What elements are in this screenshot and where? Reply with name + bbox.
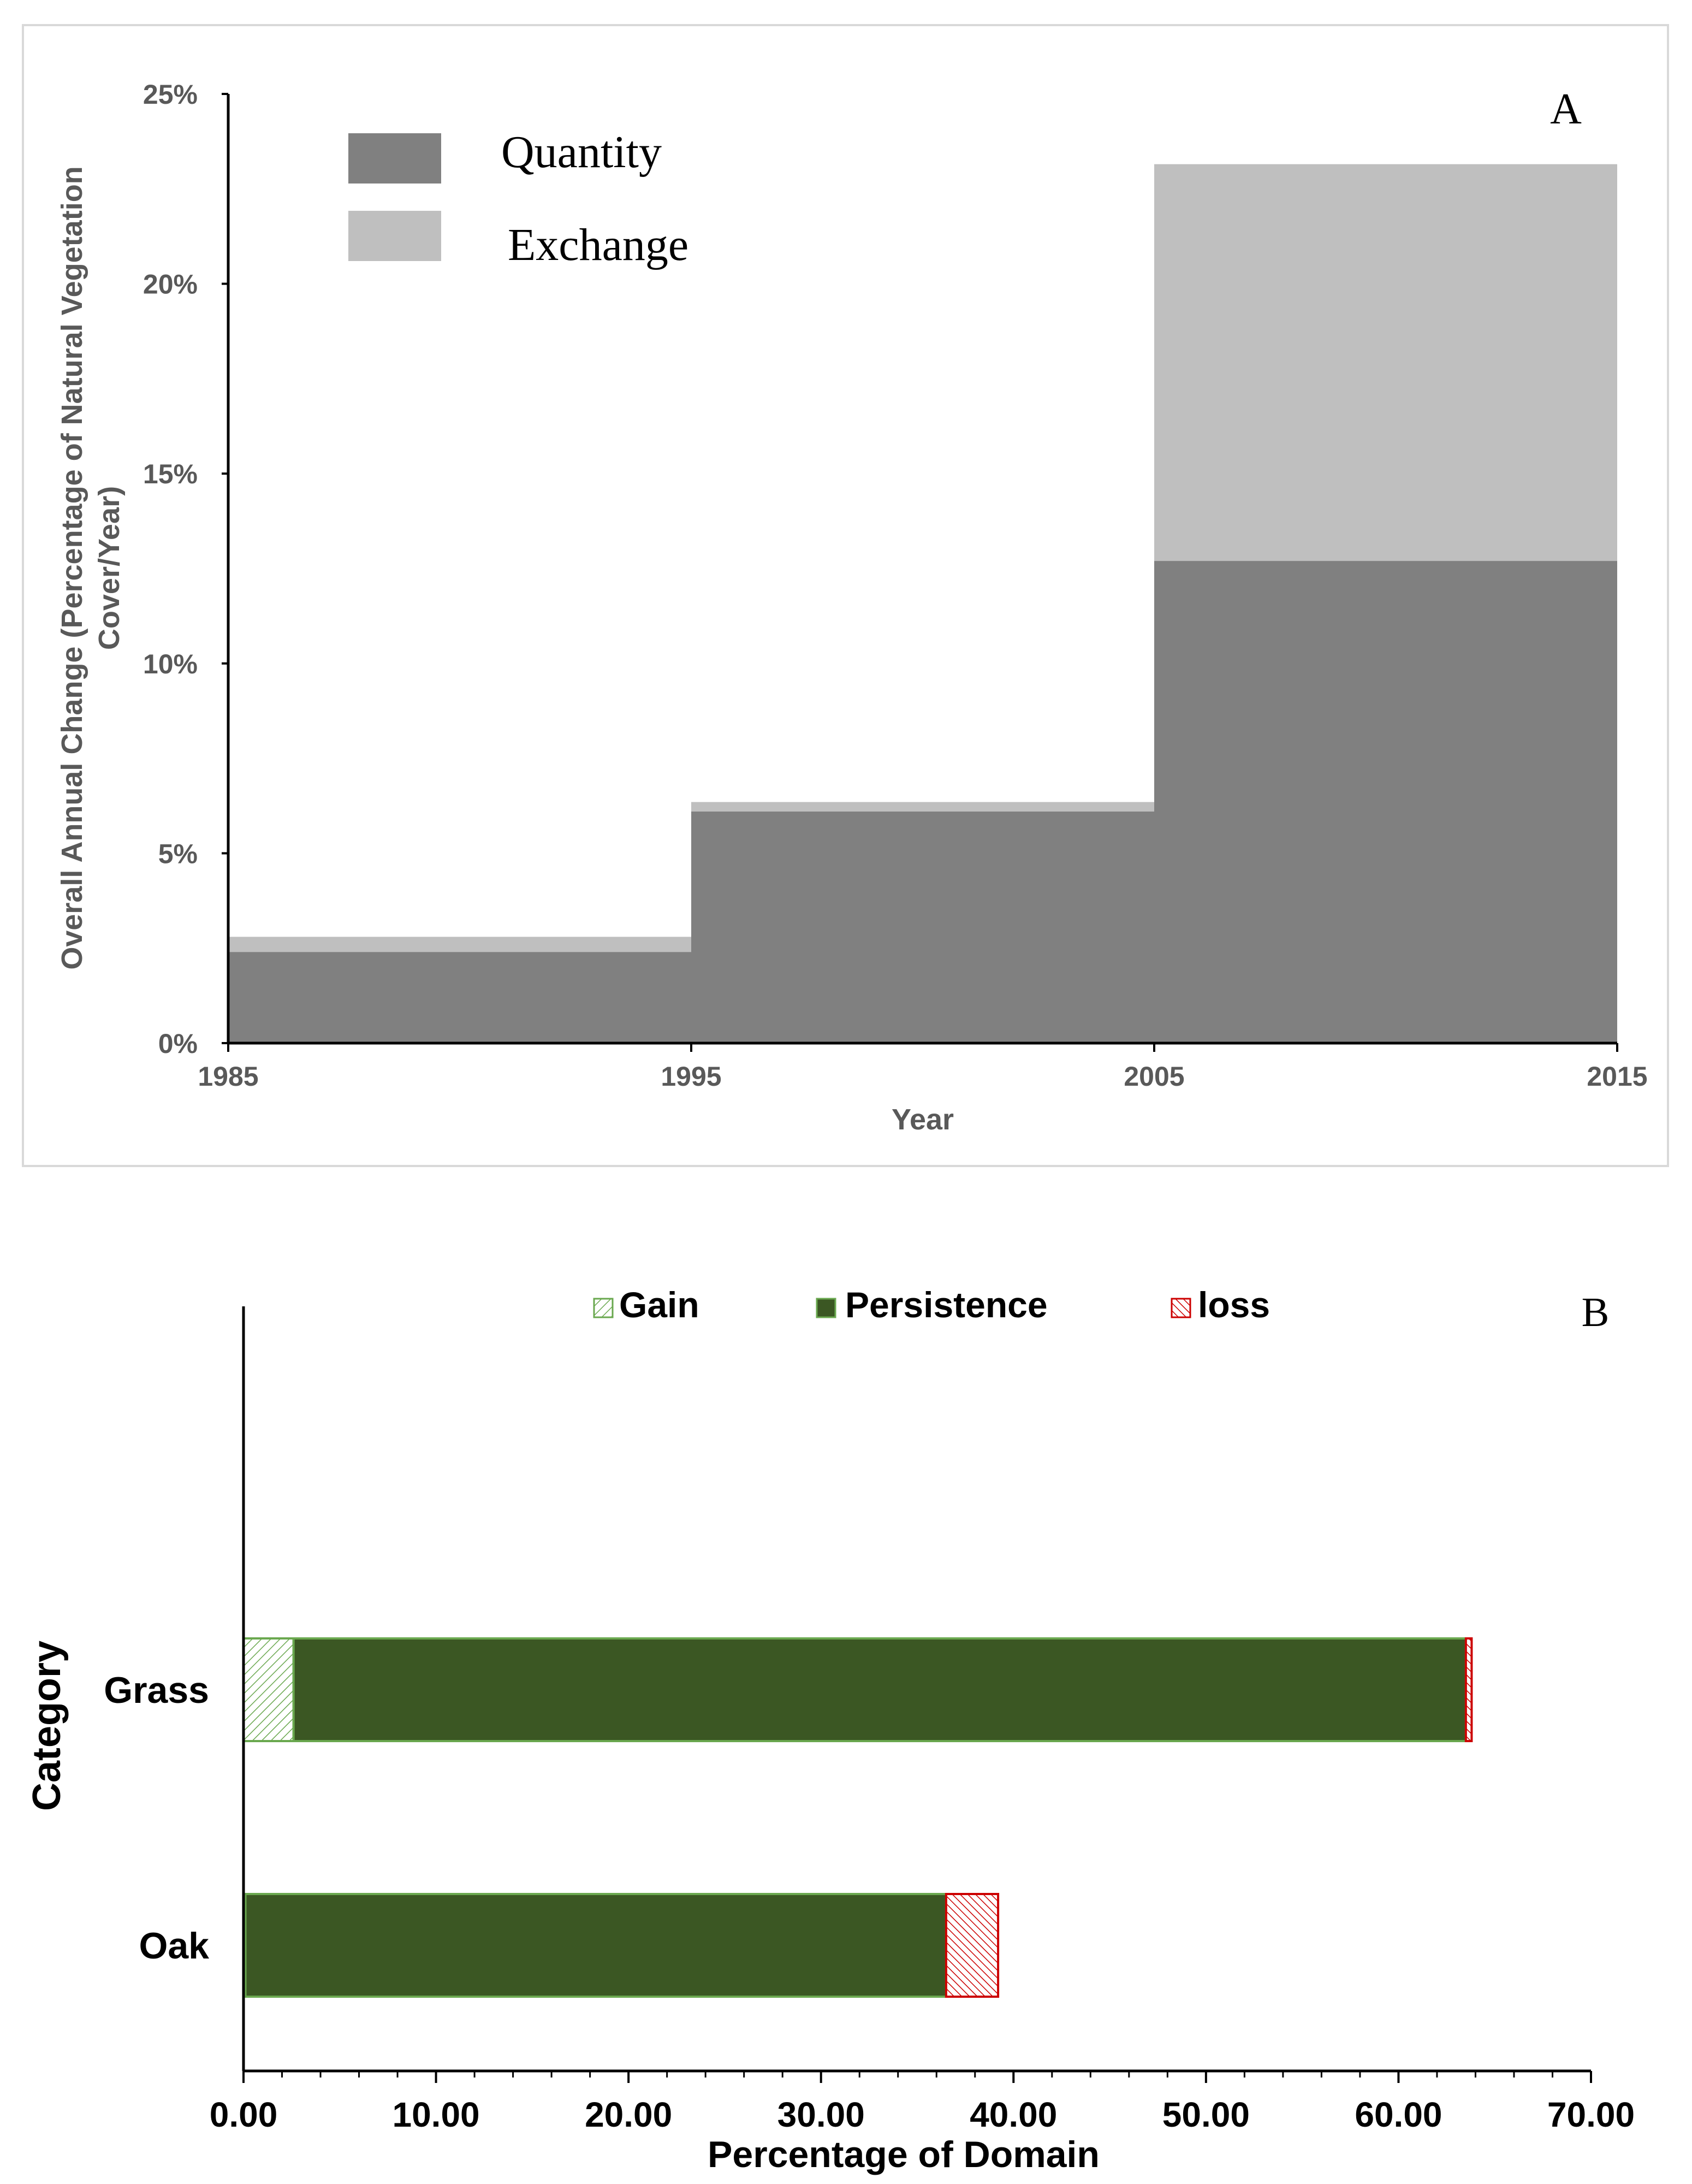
x-tick-label-b: 40.00 xyxy=(970,2095,1057,2134)
legend-swatch-quantity xyxy=(348,133,441,184)
panel-b-series xyxy=(242,1637,1473,1998)
legend-label-persistence: Persistence xyxy=(845,1285,1048,1325)
quantity-block-1985 xyxy=(228,952,691,1043)
y-tick-label: 20% xyxy=(143,269,198,300)
x-axis-title-b: Percentage of Domain xyxy=(708,2134,1100,2175)
legend-swatch-gain xyxy=(593,1298,614,1318)
y-axis-title-line-2: Cover/Year) xyxy=(93,486,126,650)
x-tick-label-b: 30.00 xyxy=(777,2095,865,2134)
legend-label-loss: loss xyxy=(1198,1285,1270,1325)
y-tick-label: 25% xyxy=(143,79,198,110)
y-axis-title-line-1: Overall Annual Change (Percentage of Nat… xyxy=(56,166,88,969)
bar-loss-oak xyxy=(945,1893,1000,1998)
y-tick-label: 0% xyxy=(158,1028,198,1059)
bar-gain-grass xyxy=(242,1637,295,1742)
exchange-block-1995 xyxy=(691,802,1154,812)
bar-persistence-oak xyxy=(244,1893,947,1998)
y-tick-label: 15% xyxy=(143,459,198,489)
exchange-block-2005 xyxy=(1154,164,1617,561)
x-tick-label-b: 50.00 xyxy=(1162,2095,1250,2134)
panel-b-category-labels: Grass Oak xyxy=(104,1670,209,1967)
x-tick-label-b: 0.00 xyxy=(210,2095,278,2134)
legend-label-gain: Gain xyxy=(619,1285,699,1325)
x-tick-label: 2015 xyxy=(1587,1061,1647,1092)
x-tick-label-b: 10.00 xyxy=(392,2095,479,2134)
exchange-block-1985 xyxy=(228,937,691,952)
x-tick-label-b: 20.00 xyxy=(585,2095,672,2134)
panel-a-series xyxy=(228,164,1617,1043)
legend-a: Quantity Exchange xyxy=(348,127,688,270)
bar-loss-grass xyxy=(1464,1637,1473,1742)
panel-a-y-ticks: 0% 5% 10% 15% 20% 25% xyxy=(143,79,228,1059)
quantity-block-2005 xyxy=(1154,561,1617,1043)
category-label-oak: Oak xyxy=(139,1925,209,1967)
panel-b-x-ticks: 0.00 10.00 20.00 30.00 40.00 50.00 60.00 70.00 xyxy=(210,2071,1635,2134)
x-axis-title: Year xyxy=(892,1103,954,1136)
panel-b-label: B xyxy=(1582,1289,1610,1335)
panel-a: 0% 5% 10% 15% 20% 25% 1985 1995 2005 2015 Year O… xyxy=(22,24,1669,1167)
x-tick-label-b: 60.00 xyxy=(1355,2095,1442,2134)
category-label-grass: Grass xyxy=(104,1670,209,1711)
legend-swatch-persistence xyxy=(816,1298,836,1318)
legend-label-quantity: Quantity xyxy=(501,127,662,177)
y-axis-title-b: Category xyxy=(25,1641,69,1811)
quantity-block-1995 xyxy=(691,811,1154,1043)
x-tick-label: 2005 xyxy=(1124,1061,1184,1092)
panel-a-axes xyxy=(227,94,1617,1045)
y-tick-label: 10% xyxy=(143,649,198,679)
panel-a-label: A xyxy=(1550,85,1582,133)
panel-a-x-ticks: 1985 1995 2005 2015 xyxy=(198,1043,1648,1092)
legend-swatch-loss xyxy=(1171,1298,1191,1318)
y-tick-label: 5% xyxy=(158,838,198,869)
bar-persistence-grass xyxy=(292,1637,1467,1742)
x-tick-label: 1985 xyxy=(198,1061,258,1092)
x-tick-label-b: 70.00 xyxy=(1547,2095,1635,2134)
legend-label-exchange: Exchange xyxy=(508,220,688,270)
panel-b: 0.00 10.00 20.00 30.00 40.00 50.00 60.00 70.00 … xyxy=(25,1285,1635,2175)
legend-b: Gain Persistence loss xyxy=(593,1285,1270,1325)
legend-swatch-exchange xyxy=(348,211,441,261)
x-tick-label: 1995 xyxy=(661,1061,721,1092)
y-axis-title: Overall Annual Change (Percentage of Nat… xyxy=(56,166,126,969)
panel-b-axes xyxy=(242,1306,1591,2073)
